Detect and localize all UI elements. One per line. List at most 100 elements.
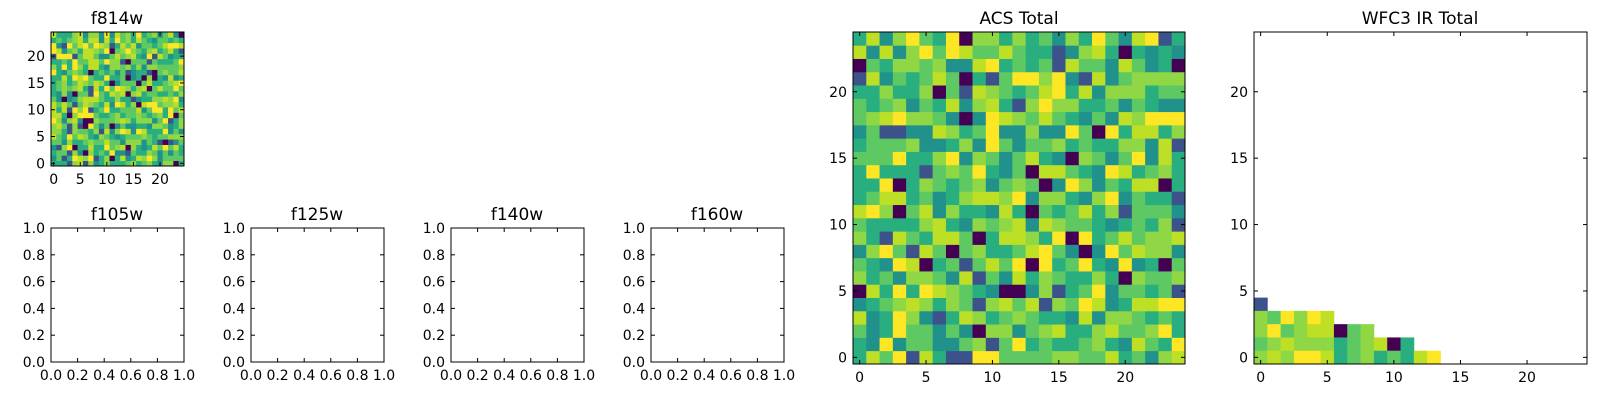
heatmap-cell: [1171, 271, 1186, 285]
heatmap-cell: [1052, 71, 1066, 86]
heatmap-cell: [906, 98, 920, 113]
heatmap-cell: [109, 53, 116, 60]
heatmap-cell: [157, 69, 164, 76]
heatmap-cell: [173, 69, 180, 76]
heatmap-cell: [125, 32, 132, 38]
heatmap-cell: [98, 101, 105, 108]
heatmap-cell: [66, 64, 73, 70]
heatmap-cell: [66, 107, 73, 113]
heatmap-cell: [152, 160, 158, 167]
heatmap-cell: [120, 48, 126, 54]
heatmap-cell: [1012, 164, 1027, 179]
heatmap-cell: [146, 96, 153, 103]
heatmap-cell: [879, 58, 894, 73]
heatmap-cell: [178, 123, 185, 129]
heatmap-cell: [945, 111, 960, 126]
heatmap-cell: [892, 98, 907, 113]
heatmap-cell: [130, 37, 137, 44]
heatmap-cell: [51, 74, 57, 81]
heatmap-cell: [93, 32, 100, 38]
heatmap-cell: [141, 96, 148, 103]
heatmap-cell: [51, 64, 57, 70]
heatmap-cell: [82, 48, 89, 54]
heatmap-cell: [959, 257, 973, 272]
heatmap-cell: [1092, 98, 1106, 113]
x-tick-label: 15: [1050, 370, 1068, 386]
heatmap-cell: [178, 58, 185, 65]
heatmap-cell: [1131, 85, 1146, 99]
heatmap-cell: [120, 133, 126, 140]
x-tick-label: 10: [1385, 370, 1403, 386]
heatmap-cell: [173, 74, 180, 81]
heatmap-cell: [972, 164, 987, 179]
heatmap-cell: [1118, 350, 1133, 365]
heatmap-cell: [892, 231, 907, 245]
y-tick-label: 1.0: [23, 221, 45, 237]
heatmap-cell: [98, 96, 105, 103]
heatmap-cell: [56, 69, 63, 76]
heatmap-cell: [1427, 350, 1441, 365]
heatmap-cell: [93, 96, 100, 103]
heatmap-cell: [77, 117, 84, 124]
heatmap-cell: [1052, 204, 1066, 219]
heatmap-cell: [1145, 271, 1159, 285]
heatmap-cell: [130, 107, 137, 113]
heatmap-cell: [120, 53, 126, 60]
heatmap-cell: [1131, 204, 1146, 219]
heatmap-cell: [125, 144, 132, 151]
heatmap-cell: [114, 90, 121, 97]
heatmap-cell: [141, 117, 148, 124]
heatmap-cell: [157, 128, 164, 135]
heatmap-cell: [157, 42, 164, 49]
heatmap-cell: [157, 85, 164, 92]
heatmap-cell: [1373, 350, 1388, 365]
x-tick-label: 0.2: [66, 368, 88, 384]
heatmap-cell: [130, 123, 137, 129]
heatmap-cell: [906, 124, 920, 139]
heatmap-cell: [130, 64, 137, 70]
heatmap-cell: [61, 107, 68, 113]
y-tick-label: 10: [829, 218, 847, 234]
heatmap-cell: [1078, 271, 1093, 285]
heatmap-cell: [1065, 45, 1080, 59]
heatmap-cell: [999, 151, 1013, 166]
heatmap-cell: [866, 324, 880, 338]
heatmap-cell: [146, 144, 153, 151]
heatmap-cell: [66, 112, 73, 119]
heatmap-cell: [157, 155, 164, 162]
heatmap-cell: [1052, 244, 1066, 259]
heatmap-cell: [985, 71, 1000, 86]
heatmap-cell: [61, 58, 68, 65]
heatmap-cell: [98, 155, 105, 162]
heatmap-cell: [999, 85, 1013, 99]
heatmap-cell: [72, 53, 78, 60]
heatmap-cell: [1052, 138, 1066, 152]
heatmap-cell: [1118, 324, 1133, 338]
heatmap-cell: [1092, 257, 1106, 272]
heatmap-cell: [866, 310, 880, 325]
heatmap-cell: [120, 80, 126, 86]
heatmap-cell: [972, 32, 987, 46]
heatmap-cell: [853, 337, 867, 352]
heatmap-cell: [56, 155, 63, 162]
heatmap-cell: [1131, 231, 1146, 245]
x-tick-label: 5: [76, 172, 85, 188]
heatmap-cell: [919, 204, 934, 219]
heatmap-cell: [932, 217, 947, 232]
heatmap-cell: [1131, 297, 1146, 312]
heatmap-cell: [1145, 231, 1159, 245]
heatmap-cell: [178, 144, 185, 151]
heatmap-cell: [120, 139, 126, 145]
heatmap-cell: [168, 112, 174, 119]
heatmap-cell: [66, 74, 73, 81]
heatmap-cell: [162, 80, 169, 86]
heatmap-cell: [162, 155, 169, 162]
heatmap-cell: [125, 112, 132, 119]
heatmap-cell: [51, 139, 57, 145]
heatmap-cell: [88, 144, 94, 151]
heatmap-cell: [1038, 310, 1053, 325]
heatmap-cell: [1052, 350, 1066, 365]
heatmap-cell: [1038, 284, 1053, 298]
heatmap-cell: [130, 48, 137, 54]
heatmap-cell: [1105, 111, 1119, 126]
